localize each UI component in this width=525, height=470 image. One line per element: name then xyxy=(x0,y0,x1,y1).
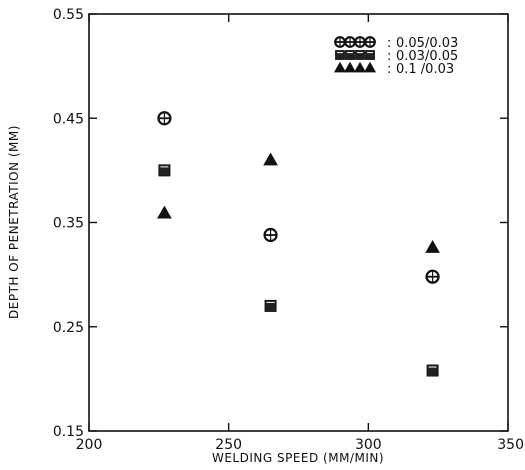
legend-marker xyxy=(364,36,376,48)
y-tick-label: 0.45 xyxy=(53,111,84,127)
y-tick-label: 0.15 xyxy=(53,424,84,440)
legend-entry: :0.1 /0.03 xyxy=(333,61,454,77)
data-point xyxy=(157,205,172,219)
data-point xyxy=(264,299,277,312)
x-tick-label: 350 xyxy=(497,437,524,453)
legend-entry: :0.03/0.05 xyxy=(335,49,458,64)
x-tick-label: 200 xyxy=(76,437,103,453)
y-tick-label: 0.25 xyxy=(53,320,84,336)
legend: :0.05/0.03: 0.03/0.05: 0.1 /0.03 xyxy=(333,36,458,77)
legend-marker xyxy=(333,61,347,73)
x-tick-label: 300 xyxy=(355,437,382,453)
legend-marker xyxy=(345,50,355,60)
legend-marker xyxy=(344,36,356,48)
legend-marker xyxy=(365,50,375,60)
legend-marker xyxy=(353,61,367,73)
legend-label: 0.03/0.05 xyxy=(396,49,458,64)
x-tick-label: 250 xyxy=(215,437,242,453)
legend-marker xyxy=(343,61,357,73)
x-axis-title: WELDING SPEED (MM/MIN) xyxy=(212,451,384,465)
legend-marker xyxy=(335,50,345,60)
data-points xyxy=(157,111,440,377)
y-tick-label: 0.35 xyxy=(53,216,84,232)
data-point xyxy=(425,269,440,284)
data-point xyxy=(157,111,172,126)
legend-colon: : xyxy=(387,49,391,64)
axis-ticks xyxy=(88,13,509,432)
legend-colon: : xyxy=(387,62,391,77)
data-point xyxy=(263,227,278,243)
legend-label: 0.05/0.03 xyxy=(396,36,458,51)
legend-marker xyxy=(355,50,365,60)
data-point xyxy=(158,164,171,177)
y-tick-label: 0.55 xyxy=(53,7,84,23)
legend-marker xyxy=(363,61,377,73)
y-axis-title: DEPTH OF PENETRATION (MM) xyxy=(7,125,21,319)
tick-labels: 200 250 300 350 0.15 0.25 0.35 0.45 0.55 xyxy=(53,7,524,453)
data-point xyxy=(263,152,278,166)
data-point xyxy=(425,240,440,253)
legend-entry: :0.05/0.03 xyxy=(334,36,458,51)
legend-marker xyxy=(354,36,366,48)
legend-label: 0.1 /0.03 xyxy=(396,62,454,77)
data-point xyxy=(426,364,439,377)
legend-marker xyxy=(334,36,346,48)
legend-colon: : xyxy=(387,36,391,51)
